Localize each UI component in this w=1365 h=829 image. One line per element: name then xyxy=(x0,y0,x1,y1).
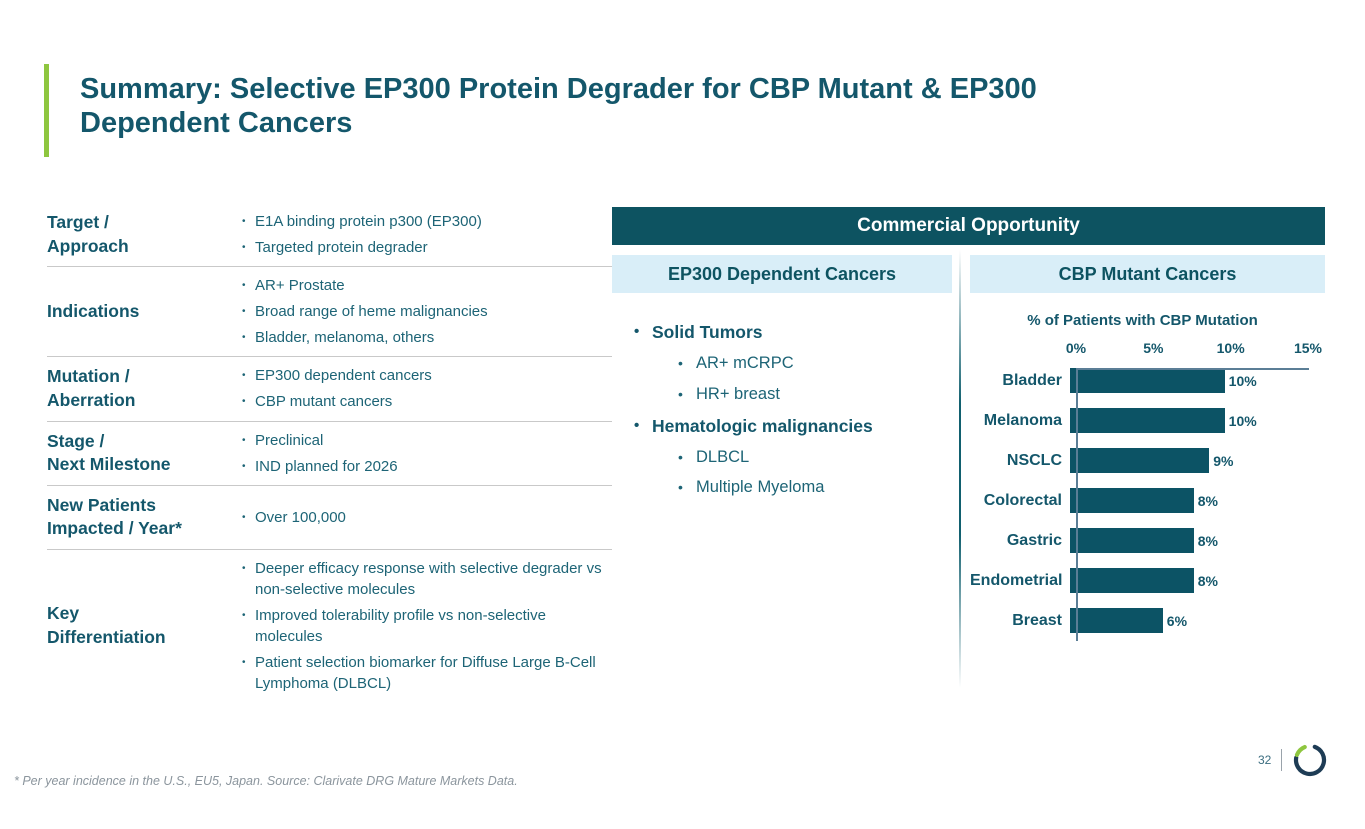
x-axis-line xyxy=(1076,368,1309,370)
page-footer: 32 xyxy=(1258,742,1328,778)
table-row: Mutation / Aberration EP300 dependent can… xyxy=(47,357,612,422)
list-item-level1: Hematologic malignancies xyxy=(633,416,945,437)
chart-bar-row: Gastric 8% xyxy=(970,528,1330,553)
table-row: New Patients Impacted / Year* Over 100,00… xyxy=(47,486,612,550)
title-accent-bar xyxy=(44,64,49,157)
bar xyxy=(1070,368,1225,393)
x-tick-label: 5% xyxy=(1143,340,1164,356)
bar-category-label: Colorectal xyxy=(983,491,1062,509)
table-row: Stage / Next Milestone Preclinical IND pla… xyxy=(47,422,612,486)
bullet-item: Patient selection biomarker for Diffuse … xyxy=(240,652,606,694)
column-divider xyxy=(959,250,961,688)
list-item-level2: HR+ breast xyxy=(677,385,945,405)
list-item-level2: Multiple Myeloma xyxy=(677,478,945,498)
row-bullet-list: AR+ Prostate Broad range of heme malignan… xyxy=(240,275,612,348)
list-item-level1: Solid Tumors xyxy=(633,322,945,343)
chart-title: % of Patients with CBP Mutation xyxy=(1027,312,1258,329)
page-number: 32 xyxy=(1258,753,1272,767)
bullet-item: Bladder, melanoma, others xyxy=(240,327,606,348)
footnote: * Per year incidence in the U.S., EU5, J… xyxy=(14,774,518,788)
bar-category-label: Melanoma xyxy=(983,411,1062,429)
bar xyxy=(1070,608,1163,633)
list-item-level2: AR+ mCRPC xyxy=(677,354,945,374)
bar-category-label: Gastric xyxy=(1006,531,1062,549)
bullet-item: Preclinical xyxy=(240,430,606,451)
list-item-level2: DLBCL xyxy=(677,448,945,468)
table-row: Target / Approach E1A binding protein p30… xyxy=(47,203,612,268)
bullet-item: Deeper efficacy response with selective … xyxy=(240,558,606,600)
bullet-item: EP300 dependent cancers xyxy=(240,365,606,386)
open-ring-logo-icon xyxy=(1294,744,1327,777)
chart-bar-row: Colorectal 8% xyxy=(970,488,1330,513)
row-label: New Patients Impacted / Year* xyxy=(47,494,182,539)
row-label: Stage / Next Milestone xyxy=(47,430,171,475)
bullet-item: Over 100,000 xyxy=(240,507,606,528)
bar-track: 8% xyxy=(1070,488,1320,513)
row-label: Indications xyxy=(47,300,140,321)
bar-track: 6% xyxy=(1070,608,1320,633)
cbp-column-title: CBP Mutant Cancers xyxy=(970,255,1325,293)
bar-category-label: NSCLC xyxy=(1006,451,1062,469)
chart-bar-row: Melanoma 10% xyxy=(970,408,1330,433)
bar-category-label: Bladder xyxy=(1002,371,1062,389)
bar-track: 10% xyxy=(1070,408,1320,433)
bar-value-label: 8% xyxy=(1197,492,1218,509)
x-tick-label: 15% xyxy=(1293,340,1323,356)
chart-bar-row: Breast 6% xyxy=(970,608,1330,633)
profile-table: Target / Approach E1A binding protein p30… xyxy=(47,203,612,702)
chart-bar-row: NSCLC 9% xyxy=(970,448,1330,473)
bar-track: 8% xyxy=(1070,568,1320,593)
chart-x-axis-ticks: 0% 5% 10% 15% xyxy=(1066,340,1322,358)
row-label: Mutation / Aberration xyxy=(47,366,136,410)
row-bullet-list: Over 100,000 xyxy=(240,507,612,528)
bullet-item: E1A binding protein p300 (EP300) xyxy=(240,211,606,232)
bar-track: 8% xyxy=(1070,528,1320,553)
x-tick-label: 0% xyxy=(1065,340,1087,356)
bullet-item: CBP mutant cancers xyxy=(240,391,606,412)
table-row: Key Differentiation Deeper efficacy respo… xyxy=(47,550,612,702)
bullet-item: AR+ Prostate xyxy=(240,275,606,296)
row-label: Key Differentiation xyxy=(47,603,166,647)
chart-plot-area: Bladder 10% Melanoma 10% NSCLC 9% Colorectal 8%… xyxy=(970,368,1330,641)
cbp-mutation-chart: % of Patients with CBP Mutation 0% 5% 10% 1… xyxy=(970,312,1330,641)
bar xyxy=(1070,528,1194,553)
y-axis-line xyxy=(1076,368,1078,641)
bar-category-label: Breast xyxy=(1012,611,1062,629)
slide-title: Summary: Selective EP300 Protein Degrade… xyxy=(80,73,1037,140)
bar-category-label: Endometrial xyxy=(970,571,1063,589)
bar xyxy=(1070,568,1194,593)
footer-separator xyxy=(1281,749,1283,771)
bar-value-label: 10% xyxy=(1228,412,1257,429)
row-bullet-list: E1A binding protein p300 (EP300) Targeted… xyxy=(240,211,612,258)
row-bullet-list: EP300 dependent cancers CBP mutant cancer… xyxy=(240,365,612,412)
bullet-item: IND planned for 2026 xyxy=(240,456,606,477)
bullet-item: Improved tolerability profile vs non-sel… xyxy=(240,605,606,647)
bar xyxy=(1070,408,1225,433)
ep300-cancer-list: Solid Tumors AR+ mCRPC HR+ breast Hematolog… xyxy=(633,322,945,509)
bar-value-label: 6% xyxy=(1166,612,1188,629)
bar-value-label: 8% xyxy=(1197,532,1218,549)
bullet-item: Targeted protein degrader xyxy=(240,237,606,258)
table-row: Indications AR+ Prostate Broad range of he… xyxy=(47,267,612,358)
row-bullet-list: Preclinical IND planned for 2026 xyxy=(240,430,612,477)
bar-track: 10% xyxy=(1070,368,1320,393)
chart-bar-row: Bladder 10% xyxy=(970,368,1330,393)
chart-bar-row: Endometrial 8% xyxy=(970,568,1330,593)
bar-value-label: 8% xyxy=(1197,572,1218,589)
bar xyxy=(1070,488,1194,513)
bar xyxy=(1070,448,1210,473)
bar-track: 9% xyxy=(1070,448,1320,473)
x-tick-label: 10% xyxy=(1216,340,1245,356)
row-bullet-list: Deeper efficacy response with selective … xyxy=(240,558,612,694)
row-label: Target / Approach xyxy=(47,212,129,256)
ep300-column-title: EP300 Dependent Cancers xyxy=(612,255,952,293)
bar-value-label: 9% xyxy=(1213,452,1234,469)
bullet-item: Broad range of heme malignancies xyxy=(240,301,606,322)
commercial-opportunity-header: Commercial Opportunity xyxy=(612,207,1325,245)
bar-value-label: 10% xyxy=(1228,372,1257,389)
